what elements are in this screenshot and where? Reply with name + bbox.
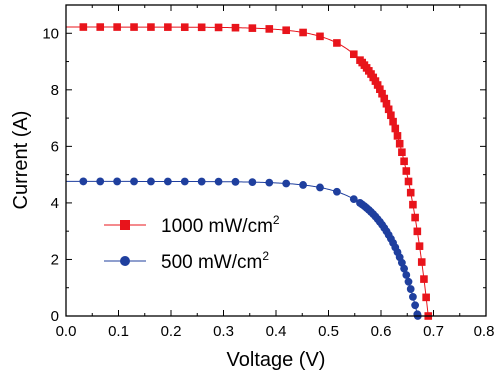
- data-point: [373, 81, 382, 89]
- data-point: [384, 105, 393, 114]
- data-point: [197, 23, 206, 32]
- data-point: [197, 177, 206, 186]
- x-tick-label: 0.1: [108, 323, 129, 340]
- data-point: [299, 28, 307, 37]
- data-point: [393, 132, 402, 140]
- data-point: [380, 94, 389, 103]
- data-point: [282, 179, 291, 188]
- data-point: [387, 111, 395, 120]
- data-point: [422, 293, 430, 302]
- data-point: [402, 271, 411, 279]
- data-point: [130, 23, 138, 31]
- data-point: [371, 77, 380, 85]
- x-tick-label: 0.5: [318, 323, 339, 340]
- y-tick-label: 2: [51, 252, 59, 269]
- data-point: [402, 167, 411, 175]
- data-point: [316, 32, 324, 41]
- data-point: [400, 157, 408, 166]
- data-point: [113, 23, 121, 31]
- data-point: [113, 177, 122, 186]
- x-tick-label: 0.0: [56, 323, 77, 340]
- data-point: [411, 301, 420, 310]
- data-point: [397, 258, 406, 267]
- legend-label-500-text: 500 mW/cm: [161, 252, 262, 273]
- x-tick-label: 0.3: [213, 323, 234, 340]
- data-point: [299, 181, 307, 189]
- data-point: [413, 227, 422, 236]
- data-point: [265, 25, 274, 33]
- data-point: [406, 285, 415, 293]
- data-point: [265, 178, 274, 187]
- data-point: [409, 292, 417, 301]
- legend-label-1000-sup: 2: [273, 213, 280, 227]
- data-point: [406, 188, 415, 197]
- y-tick-label: 0: [51, 308, 59, 325]
- legend: 1000 mW/cm2 500 mW/cm2: [104, 213, 280, 273]
- data-point: [96, 23, 105, 31]
- data-point: [389, 117, 397, 126]
- data-point: [79, 177, 88, 186]
- y-tick-label: 10: [42, 26, 59, 43]
- x-tick-label: 0.8: [474, 323, 495, 340]
- data-point: [333, 39, 341, 47]
- data-point: [316, 183, 324, 192]
- data-point: [382, 99, 391, 108]
- data-point: [147, 177, 155, 186]
- data-point: [214, 23, 223, 32]
- x-axis-title: Voltage (V): [227, 349, 326, 371]
- data-point: [395, 139, 404, 148]
- series-layer: [66, 23, 433, 320]
- data-point: [96, 177, 105, 186]
- data-point: [180, 23, 189, 31]
- data-point: [404, 277, 413, 286]
- data-point: [130, 177, 138, 186]
- data-point: [214, 177, 223, 186]
- ticks-layer: [65, 5, 487, 317]
- data-point: [350, 50, 358, 59]
- y-axis-title: Current (A): [10, 111, 32, 210]
- data-point: [417, 258, 426, 266]
- data-point: [409, 200, 417, 209]
- data-point: [415, 242, 424, 250]
- data-point: [231, 177, 240, 186]
- data-point: [282, 26, 290, 35]
- data-point: [231, 23, 240, 32]
- data-point: [163, 177, 172, 186]
- legend-entry-500: 500 mW/cm2: [104, 249, 269, 273]
- data-point: [400, 264, 408, 273]
- legend-label-1000-text: 1000 mW/cm: [161, 216, 273, 237]
- legend-marker-circle: [120, 256, 130, 266]
- x-tick-label: 0.6: [371, 323, 392, 340]
- data-point: [180, 177, 189, 186]
- y-tick-label: 4: [51, 195, 59, 212]
- series-line-1: [66, 180, 419, 317]
- data-point: [411, 213, 419, 222]
- data-point: [164, 23, 172, 31]
- data-point: [391, 124, 400, 133]
- data-point: [404, 177, 413, 186]
- legend-label-1000: 1000 mW/cm2: [161, 213, 280, 237]
- legend-label-500-sup: 2: [262, 249, 269, 263]
- data-point: [398, 148, 406, 157]
- data-point: [376, 85, 384, 93]
- x-tick-label: 0.4: [266, 323, 287, 340]
- legend-entry-1000: 1000 mW/cm2: [104, 213, 280, 237]
- y-tick-label: 8: [51, 82, 59, 99]
- x-tick-label: 0.7: [423, 323, 444, 340]
- data-point: [420, 275, 428, 283]
- data-point: [248, 178, 257, 187]
- data-point: [147, 23, 155, 31]
- legend-label-500: 500 mW/cm2: [161, 249, 269, 273]
- y-tick-labels: 0 2 4 6 8 10: [42, 26, 59, 326]
- legend-marker-square: [120, 220, 130, 230]
- data-point: [248, 24, 257, 32]
- data-point: [349, 195, 358, 204]
- data-point: [333, 187, 341, 196]
- data-point: [378, 89, 386, 98]
- x-tick-label: 0.2: [161, 323, 182, 340]
- x-tick-labels: 0.0 0.1 0.2 0.3 0.4 0.5 0.6 0.7 0.8: [56, 323, 495, 340]
- y-tick-label: 6: [51, 139, 59, 156]
- data-point: [79, 23, 88, 31]
